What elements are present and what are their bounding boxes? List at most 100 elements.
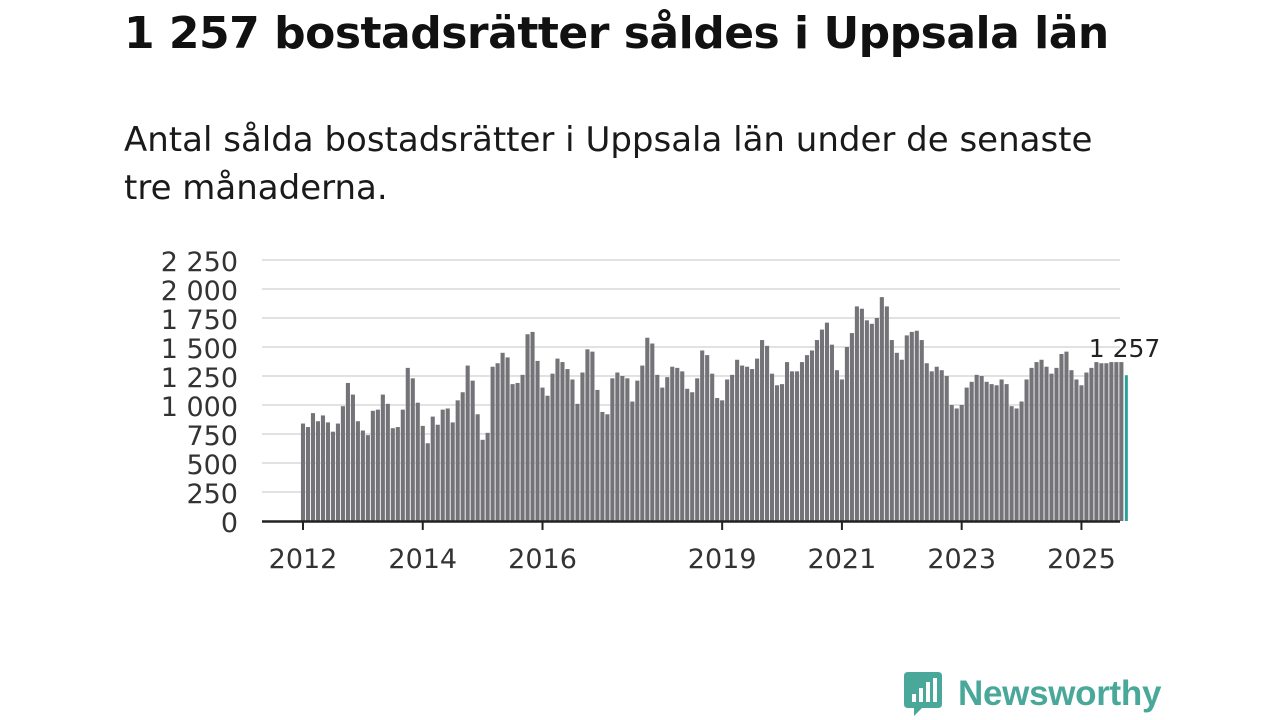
bar [690, 392, 695, 521]
bar [1114, 362, 1119, 521]
bar [934, 366, 939, 521]
bar [680, 371, 685, 521]
bar [330, 431, 335, 521]
bar [610, 378, 615, 521]
bar [1084, 372, 1089, 521]
bar [535, 360, 540, 521]
x-tick-label: 2023 [927, 544, 996, 575]
bar [765, 345, 770, 521]
bar [924, 363, 929, 521]
bar [355, 421, 360, 521]
bar [700, 350, 705, 521]
y-tick-label: 2 000 [161, 276, 238, 307]
bar-latest [1124, 375, 1128, 521]
x-tick-label: 2025 [1047, 544, 1116, 575]
y-tick-label: 1 500 [161, 334, 238, 365]
bar [949, 405, 954, 521]
bar [720, 400, 725, 521]
bar [989, 384, 994, 521]
bar [645, 337, 650, 521]
bar [735, 359, 740, 521]
bar [1044, 366, 1049, 521]
bar [415, 402, 420, 521]
bar [575, 403, 580, 521]
bar [530, 331, 535, 521]
bar [400, 409, 405, 521]
bar [999, 379, 1004, 521]
bar [625, 378, 630, 521]
y-tick-label: 500 [186, 450, 238, 481]
bar [300, 423, 306, 521]
bar [939, 370, 944, 521]
bar [455, 400, 460, 521]
bar [775, 385, 780, 521]
bar [540, 387, 545, 521]
x-tick-label: 2012 [269, 544, 338, 575]
bar [320, 415, 326, 521]
bar [325, 422, 330, 521]
bar [1059, 353, 1064, 521]
bar [889, 340, 894, 521]
bar [435, 424, 440, 521]
x-tick-label: 2021 [808, 544, 877, 575]
x-tick-label: 2014 [388, 544, 457, 575]
bar [425, 443, 430, 521]
bar [1054, 367, 1059, 521]
bar [650, 343, 655, 521]
x-tick-label: 2019 [688, 544, 757, 575]
bar [1039, 359, 1044, 521]
bar [365, 435, 370, 521]
bar [944, 376, 949, 521]
bar [1094, 362, 1099, 521]
bar [410, 378, 415, 521]
bar [305, 427, 311, 521]
bar [974, 374, 979, 521]
bar [620, 376, 625, 521]
bar [819, 329, 825, 521]
bar [375, 409, 380, 521]
bar [350, 394, 355, 521]
bar [794, 371, 800, 521]
bar [405, 367, 410, 521]
bar [615, 372, 620, 521]
y-tick-label: 2 250 [161, 247, 238, 278]
bar [555, 358, 560, 521]
bar [879, 297, 884, 521]
bar [849, 333, 854, 521]
bar [520, 374, 525, 521]
bar [450, 422, 455, 521]
bar [1049, 373, 1054, 521]
bar [919, 340, 924, 521]
last-value-label: 1 257 [1089, 334, 1161, 363]
bar [859, 308, 864, 521]
bar [565, 369, 570, 521]
bar [1099, 363, 1104, 521]
bar [1069, 370, 1074, 521]
bar [979, 376, 984, 521]
bar [590, 351, 595, 521]
bar [909, 331, 914, 521]
bar [804, 355, 810, 521]
y-tick-label: 1 250 [161, 363, 238, 394]
bar [485, 432, 490, 521]
bar [495, 363, 500, 521]
bars [300, 297, 1128, 521]
bar [745, 366, 750, 521]
bar [385, 403, 390, 521]
bar [695, 378, 700, 521]
bar [360, 430, 365, 521]
bar [500, 352, 505, 521]
x-axis-ticks: 2012 2014 2016 2019 2021 2023 2025 [269, 521, 1116, 575]
bar [640, 365, 645, 521]
bar [1009, 406, 1014, 521]
bar [884, 306, 889, 521]
y-tick-label: 750 [186, 421, 238, 452]
bar [854, 306, 859, 521]
bar [829, 344, 834, 521]
bar [315, 421, 321, 521]
bar [809, 350, 815, 521]
bar [954, 408, 959, 521]
bar [470, 380, 475, 521]
bar [340, 406, 345, 521]
bar [505, 357, 510, 521]
